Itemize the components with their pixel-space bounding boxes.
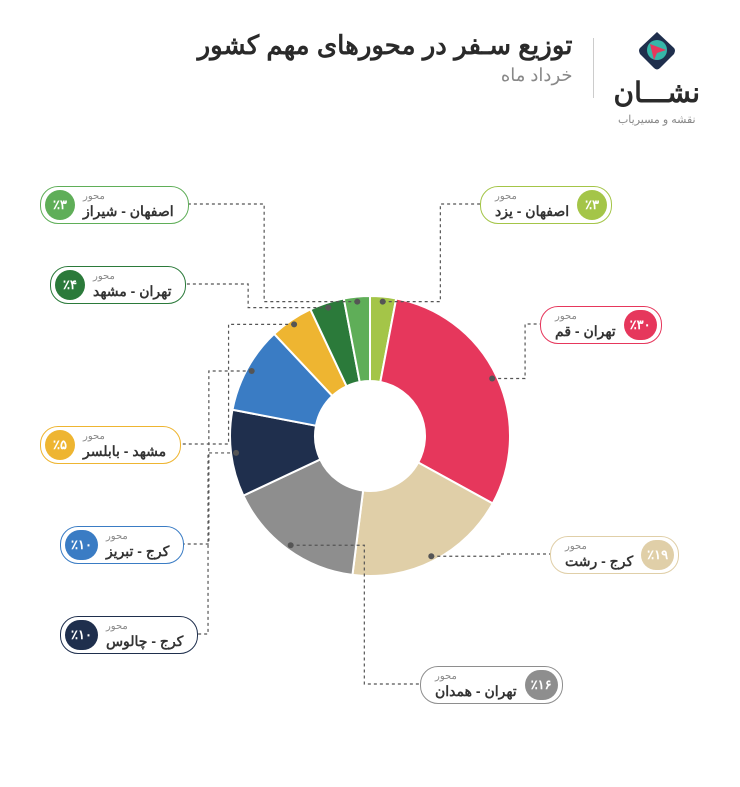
page-title: توزیع سـفر در محورهای مهم کشور — [40, 30, 573, 61]
pct-badge: ٪۳۰ — [624, 310, 657, 340]
label-prefix: محور — [83, 431, 105, 443]
label-prefix: محور — [106, 531, 128, 543]
label-box: محورتهران - مشهد ٪۴ — [50, 266, 186, 304]
brand-name: نشـــان — [614, 76, 700, 109]
donut-chart: ٪۳محوراصفهان - یزد٪۳۰محورتهران - قم٪۱۹مح… — [0, 136, 740, 756]
chart-label: محورکرج - تبریز ٪۱۰ — [60, 526, 184, 564]
label-box: محوراصفهان - شیراز ٪۳ — [40, 186, 189, 224]
route-name: تهران - همدان — [435, 683, 517, 700]
pct-badge: ٪۱۰ — [65, 530, 98, 560]
donut-svg — [230, 296, 510, 576]
label-text: محوراصفهان - یزد — [495, 191, 569, 220]
chart-label: ٪۳۰ محورتهران - قم — [540, 306, 662, 344]
chart-label: محورکرج - چالوس ٪۱۰ — [60, 616, 198, 654]
label-box: ٪۳ محوراصفهان - یزد — [480, 186, 612, 224]
label-box: ٪۱۶ محورتهران - همدان — [420, 666, 563, 704]
chart-label: محوراصفهان - شیراز ٪۳ — [40, 186, 189, 224]
chart-label: ٪۱۶ محورتهران - همدان — [420, 666, 563, 704]
chart-label: محورتهران - مشهد ٪۴ — [50, 266, 186, 304]
label-text: محورکرج - رشت — [565, 541, 633, 570]
pct-badge: ٪۱۶ — [525, 670, 558, 700]
label-text: محوراصفهان - شیراز — [83, 191, 174, 220]
route-name: تهران - مشهد — [93, 283, 171, 300]
pct-badge: ٪۴ — [55, 270, 85, 300]
brand-block: نشـــان نقشه و مسیریاب — [614, 30, 700, 126]
pct-badge: ٪۱۰ — [65, 620, 98, 650]
route-name: کرج - رشت — [565, 553, 633, 570]
header: نشـــان نقشه و مسیریاب توزیع سـفر در محو… — [0, 0, 740, 136]
route-name: تهران - قم — [555, 323, 616, 340]
pct-badge: ٪۱۹ — [641, 540, 674, 570]
header-divider — [593, 38, 594, 98]
title-block: توزیع سـفر در محورهای مهم کشور خرداد ماه — [40, 30, 573, 86]
brand-sub: نقشه و مسیریاب — [618, 113, 696, 126]
label-box: محورکرج - چالوس ٪۱۰ — [60, 616, 198, 654]
label-prefix: محور — [495, 191, 517, 203]
label-prefix: محور — [93, 271, 115, 283]
page-subtitle: خرداد ماه — [40, 65, 573, 86]
label-text: محورمشهد - بابلسر — [83, 431, 166, 460]
chart-label: ٪۱۹ محورکرج - رشت — [550, 536, 679, 574]
label-prefix: محور — [565, 541, 587, 553]
route-name: کرج - چالوس — [106, 633, 183, 650]
label-prefix: محور — [106, 621, 128, 633]
label-box: ٪۱۹ محورکرج - رشت — [550, 536, 679, 574]
label-text: محورتهران - مشهد — [93, 271, 171, 300]
route-name: اصفهان - شیراز — [83, 203, 174, 220]
label-box: محورمشهد - بابلسر ٪۵ — [40, 426, 181, 464]
route-name: اصفهان - یزد — [495, 203, 569, 220]
brand-logo-icon — [636, 30, 678, 72]
connector-line — [171, 204, 357, 302]
label-text: محورکرج - چالوس — [106, 621, 183, 650]
donut-slice — [380, 298, 510, 503]
label-prefix: محور — [83, 191, 105, 203]
pct-badge: ٪۵ — [45, 430, 75, 460]
label-text: محورتهران - قم — [555, 311, 616, 340]
label-prefix: محور — [435, 671, 457, 683]
chart-label: ٪۳ محوراصفهان - یزد — [480, 186, 612, 224]
pct-badge: ٪۳ — [577, 190, 607, 220]
chart-label: محورمشهد - بابلسر ٪۵ — [40, 426, 181, 464]
label-prefix: محور — [555, 311, 577, 323]
label-text: محورتهران - همدان — [435, 671, 517, 700]
label-box: محورکرج - تبریز ٪۱۰ — [60, 526, 184, 564]
label-text: محورکرج - تبریز — [106, 531, 169, 560]
route-name: کرج - تبریز — [106, 543, 169, 560]
route-name: مشهد - بابلسر — [83, 443, 166, 460]
label-box: ٪۳۰ محورتهران - قم — [540, 306, 662, 344]
connector-line — [180, 453, 236, 634]
pct-badge: ٪۳ — [45, 190, 75, 220]
